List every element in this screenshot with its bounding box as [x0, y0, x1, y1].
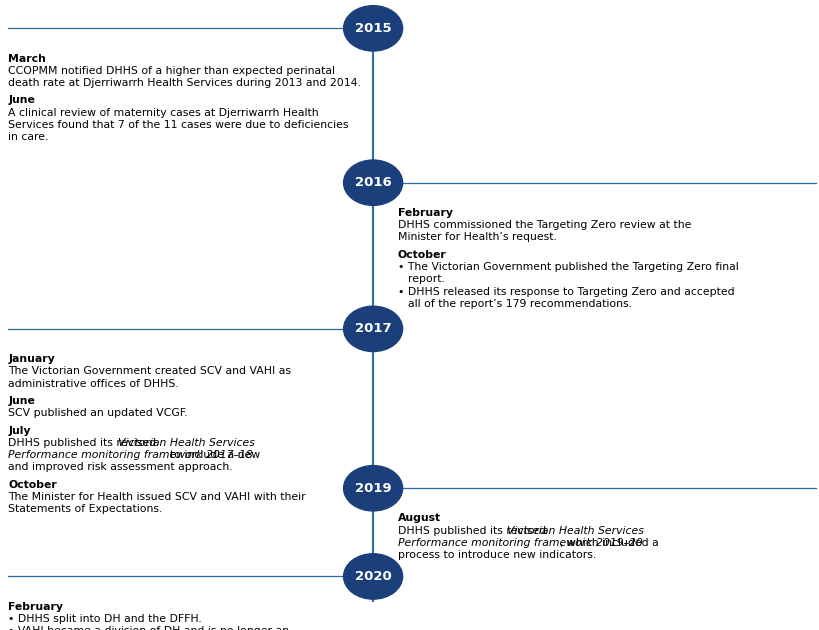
Text: death rate at Djerriwarrh Health Services during 2013 and 2014.: death rate at Djerriwarrh Health Service…: [8, 78, 360, 88]
Text: Performance monitoring framework 2017–18: Performance monitoring framework 2017–18: [8, 450, 252, 460]
Text: all of the report’s 179 recommendations.: all of the report’s 179 recommendations.: [407, 299, 631, 309]
Circle shape: [343, 554, 402, 599]
Text: administrative offices of DHHS.: administrative offices of DHHS.: [8, 379, 179, 389]
Text: October: October: [397, 249, 446, 260]
Text: SCV published an updated VCGF.: SCV published an updated VCGF.: [8, 408, 188, 418]
Text: and improved risk assessment approach.: and improved risk assessment approach.: [8, 462, 233, 472]
Text: Victorian Health Services: Victorian Health Services: [118, 438, 254, 448]
Text: CCOPMM notified DHHS of a higher than expected perinatal: CCOPMM notified DHHS of a higher than ex…: [8, 66, 335, 76]
Text: February: February: [8, 602, 63, 612]
Text: January: January: [8, 354, 55, 364]
Text: DHHS commissioned the Targeting Zero review at the: DHHS commissioned the Targeting Zero rev…: [397, 220, 690, 230]
Text: The Minister for Health issued SCV and VAHI with their: The Minister for Health issued SCV and V…: [8, 492, 305, 502]
Text: , which included a: , which included a: [559, 538, 658, 548]
Circle shape: [343, 160, 402, 205]
Text: Minister for Health’s request.: Minister for Health’s request.: [397, 232, 556, 243]
Text: Victorian Health Services: Victorian Health Services: [507, 525, 643, 536]
Text: • DHHS split into DH and the DFFH.: • DHHS split into DH and the DFFH.: [8, 614, 201, 624]
Text: Statements of Expectations.: Statements of Expectations.: [8, 505, 162, 514]
Text: • The Victorian Government published the Targeting Zero final: • The Victorian Government published the…: [397, 262, 738, 272]
Circle shape: [343, 466, 402, 511]
Text: July: July: [8, 426, 30, 435]
Text: • VAHI became a division of DH and is no longer an: • VAHI became a division of DH and is no…: [8, 626, 289, 630]
Text: in care.: in care.: [8, 132, 48, 142]
Circle shape: [343, 306, 402, 352]
Text: Performance monitoring framework 2019–20: Performance monitoring framework 2019–20: [397, 538, 641, 548]
Text: report.: report.: [407, 274, 444, 284]
Text: June: June: [8, 396, 35, 406]
Text: 2020: 2020: [355, 570, 391, 583]
Text: 2016: 2016: [355, 176, 391, 189]
Text: February: February: [397, 208, 452, 218]
Text: to include a new: to include a new: [170, 450, 260, 460]
Text: • DHHS released its response to Targeting Zero and accepted: • DHHS released its response to Targetin…: [397, 287, 734, 297]
Circle shape: [343, 6, 402, 51]
Text: DHHS published its revised: DHHS published its revised: [8, 438, 160, 448]
Text: process to introduce new indicators.: process to introduce new indicators.: [397, 551, 595, 560]
Text: October: October: [8, 480, 57, 490]
Text: June: June: [8, 95, 35, 105]
Text: 2019: 2019: [355, 482, 391, 495]
Text: DHHS published its revised: DHHS published its revised: [397, 525, 549, 536]
Text: 2017: 2017: [355, 323, 391, 335]
Text: March: March: [8, 54, 46, 64]
Text: Services found that 7 of the 11 cases were due to deficiencies: Services found that 7 of the 11 cases we…: [8, 120, 348, 130]
Text: A clinical review of maternity cases at Djerriwarrh Health: A clinical review of maternity cases at …: [8, 108, 319, 118]
Text: 2015: 2015: [355, 22, 391, 35]
Text: August: August: [397, 513, 441, 524]
Text: The Victorian Government created SCV and VAHI as: The Victorian Government created SCV and…: [8, 367, 291, 376]
